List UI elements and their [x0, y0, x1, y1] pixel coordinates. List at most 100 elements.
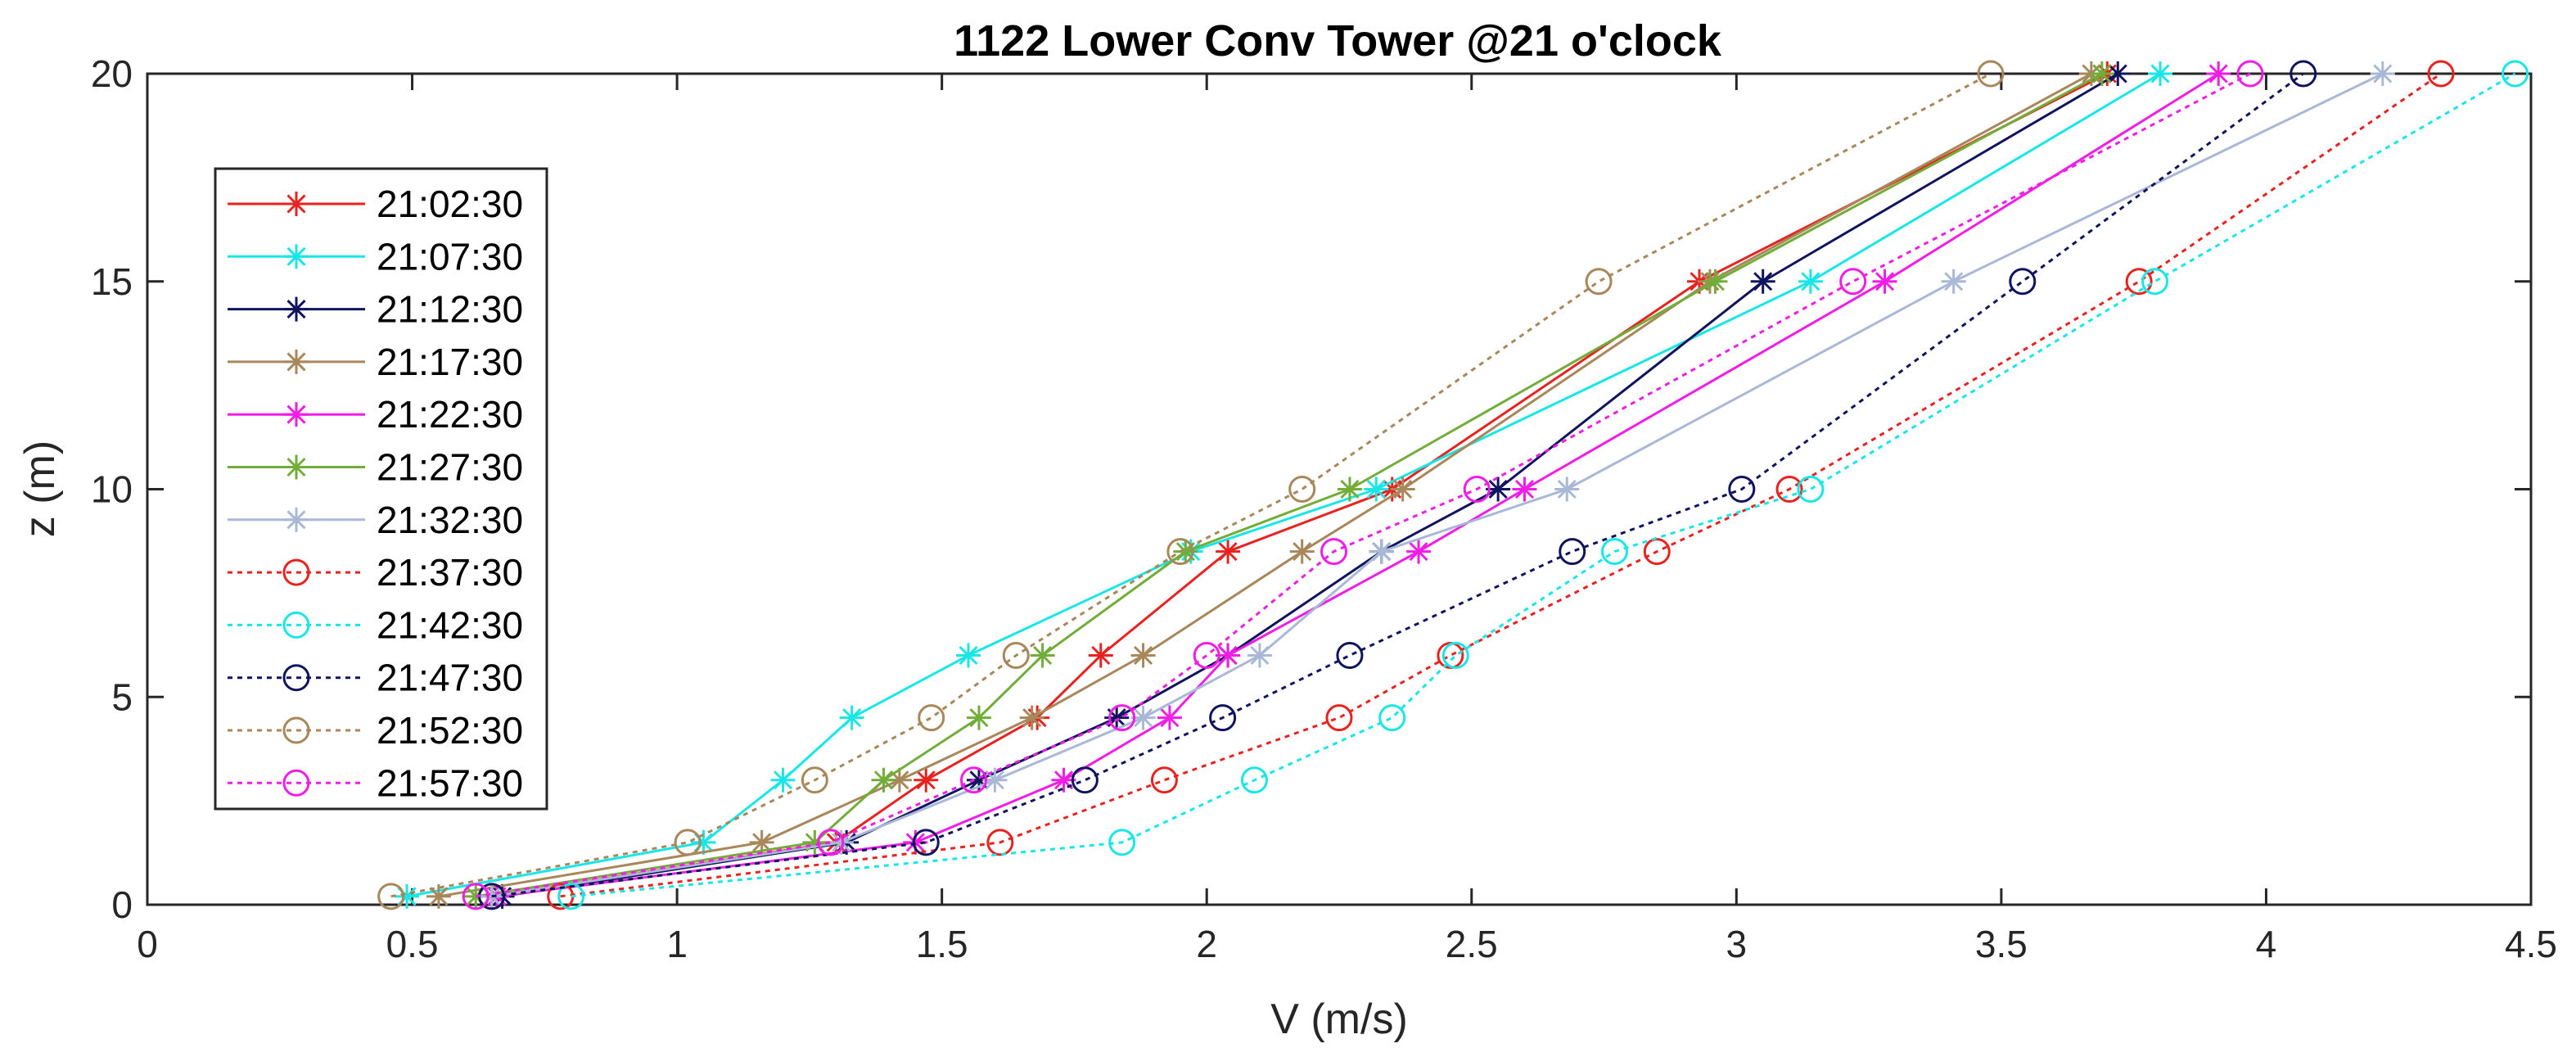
- legend-marker: [284, 507, 309, 532]
- series-group: [377, 60, 2529, 910]
- data-point: [462, 883, 489, 910]
- data-point: [1193, 642, 1220, 669]
- asterisk-stroke: [286, 457, 306, 477]
- data-point: [674, 829, 702, 856]
- asterisk-stroke: [1053, 770, 1074, 790]
- data-point: [557, 883, 585, 910]
- asterisk-stroke: [832, 833, 851, 852]
- asterisk-stroke: [2108, 64, 2127, 84]
- series-line: [571, 72, 2516, 898]
- y-tick-label: 0: [111, 883, 133, 926]
- data-point: [377, 883, 405, 910]
- asterisk-stroke: [1134, 645, 1153, 666]
- asterisk-stroke: [2150, 64, 2170, 84]
- data-point: [1108, 829, 1136, 856]
- asterisk-stroke: [985, 770, 1004, 790]
- legend-label: 21:12:30: [377, 288, 523, 331]
- data-point: [1941, 269, 1966, 294]
- series-21-52-30: [377, 60, 2005, 910]
- legend-item: 21:12:30: [228, 288, 523, 331]
- series-21-57-30: [462, 60, 2264, 910]
- asterisk-stroke: [286, 510, 306, 530]
- data-point: [986, 829, 1014, 856]
- x-tick-label: 4.5: [2505, 923, 2557, 965]
- data-point: [1643, 538, 1671, 566]
- data-point: [1977, 60, 2005, 88]
- data-point: [1585, 268, 1613, 296]
- data-point: [1554, 477, 1580, 502]
- data-point: [426, 883, 451, 909]
- asterisk-stroke: [1218, 645, 1238, 666]
- asterisk-stroke: [286, 246, 306, 266]
- legend-item: 21:42:30: [228, 603, 523, 646]
- data-point: [2290, 60, 2317, 88]
- asterisk-stroke: [286, 300, 306, 319]
- legend-label: 21:32:30: [377, 499, 523, 541]
- data-point: [1071, 766, 1099, 794]
- data-point: [1378, 704, 1406, 732]
- x-tick-label: 1: [666, 923, 688, 965]
- legend-marker: [282, 611, 310, 639]
- asterisk-stroke: [2208, 64, 2228, 84]
- series-line: [560, 72, 2442, 898]
- data-point: [1728, 476, 1756, 503]
- y-tick-label: 5: [111, 675, 133, 718]
- data-point: [1247, 643, 1272, 668]
- legend-item: 21:22:30: [228, 393, 523, 436]
- legend-item: 21:32:30: [228, 499, 523, 541]
- asterisk-stroke: [905, 833, 925, 852]
- legend-marker: [284, 454, 309, 480]
- asterisk-stroke: [1874, 272, 1895, 291]
- data-point: [871, 767, 896, 793]
- x-tick-label: 3: [1726, 923, 1748, 965]
- legend-items: 21:02:30 21:07:30 21:12:30 21:17:30 21:22:30…: [228, 183, 523, 804]
- asterisk-stroke: [1488, 479, 1508, 499]
- x-tick-label: 0.5: [386, 923, 439, 965]
- data-point: [1019, 705, 1044, 730]
- legend-box: [214, 167, 548, 811]
- data-point: [1750, 269, 1775, 294]
- x-tick-label: 2: [1196, 923, 1217, 965]
- data-point: [1108, 704, 1136, 732]
- data-point: [817, 829, 845, 856]
- data-point: [1369, 539, 1394, 564]
- asterisk-stroke: [1250, 645, 1270, 666]
- data-point: [1839, 268, 1867, 296]
- data-point: [2370, 61, 2395, 86]
- asterisk-stroke: [1393, 479, 1413, 499]
- legend-item: 21:27:30: [228, 446, 523, 489]
- series-21-42-30: [557, 60, 2529, 910]
- series-21-37-30: [547, 60, 2455, 910]
- data-point: [2148, 61, 2173, 86]
- asterisk-stroke: [429, 887, 449, 906]
- data-point: [801, 766, 828, 794]
- legend-item: 21:07:30: [228, 235, 523, 278]
- legend-marker: [282, 558, 310, 586]
- series-21-27-30: [463, 61, 2114, 909]
- data-point: [1406, 539, 1432, 564]
- data-point: [1559, 538, 1586, 566]
- data-point: [2236, 60, 2264, 88]
- data-point: [1463, 476, 1491, 503]
- data-point: [2009, 268, 2037, 296]
- data-point: [1798, 269, 1823, 294]
- series-line: [475, 72, 2251, 898]
- asterisk-stroke: [1340, 479, 1360, 499]
- data-point: [1336, 642, 1364, 669]
- asterisk-stroke: [1033, 645, 1053, 666]
- data-point: [1337, 477, 1362, 502]
- asterisk-stroke: [1091, 645, 1111, 666]
- asterisk-stroke: [286, 352, 306, 372]
- x-tick-label: 2.5: [1446, 923, 1498, 965]
- data-point: [1320, 538, 1348, 566]
- asterisk-stroke: [969, 708, 989, 728]
- asterisk-stroke: [1366, 479, 1386, 499]
- data-point: [2206, 61, 2231, 86]
- asterisk-stroke: [1557, 479, 1577, 499]
- series-line: [390, 72, 1992, 898]
- data-point: [1289, 539, 1315, 564]
- data-point: [1486, 477, 1511, 502]
- data-point: [1390, 477, 1415, 502]
- legend-marker: [282, 664, 310, 692]
- asterisk-stroke: [1293, 542, 1312, 562]
